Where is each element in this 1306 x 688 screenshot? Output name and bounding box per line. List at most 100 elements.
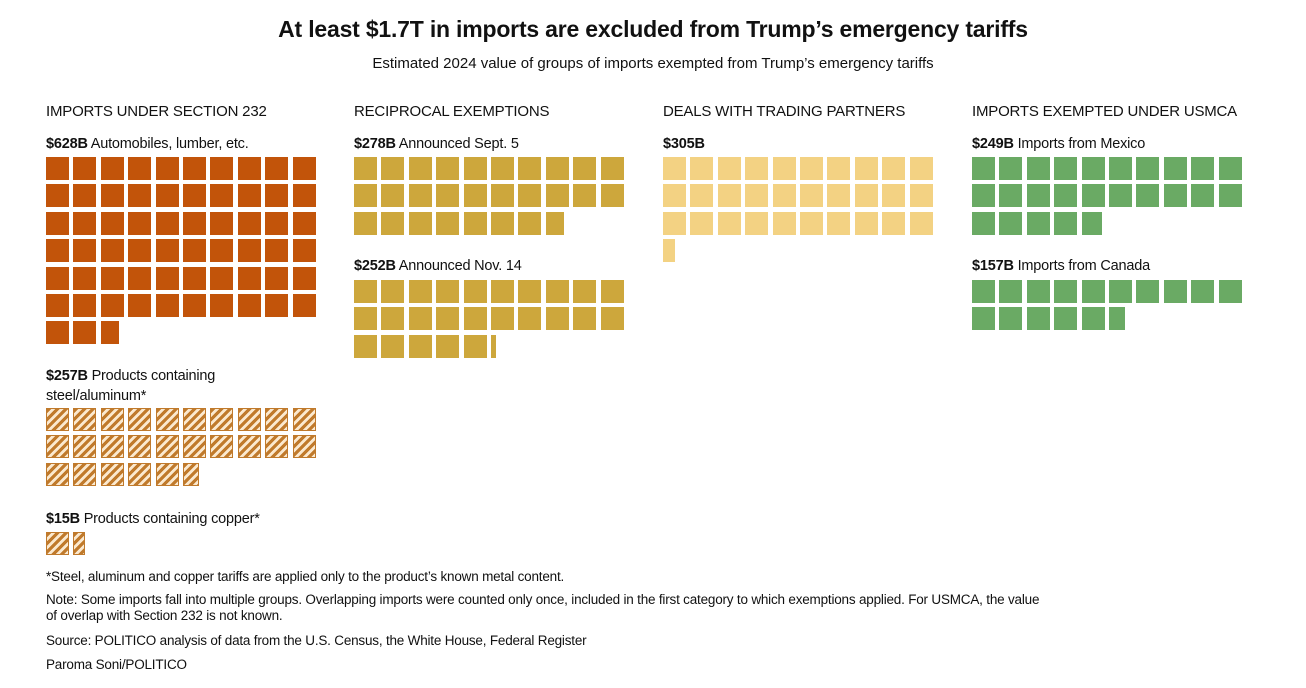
- waffle-square: [100, 211, 124, 235]
- waffle-square: [354, 211, 377, 235]
- waffle-square: [882, 211, 906, 235]
- waffle-square: [354, 157, 377, 180]
- waffle-square: [999, 307, 1023, 331]
- waffle-square: [46, 462, 69, 486]
- waffle-square: [210, 184, 234, 208]
- waffle-square: [128, 184, 152, 208]
- waffle-square: [73, 408, 97, 431]
- waffle-square: [972, 184, 995, 208]
- waffle-square: [210, 157, 234, 180]
- waffle-square: [463, 211, 487, 235]
- waffle-square: [1026, 157, 1050, 180]
- waffle-square: [354, 334, 377, 358]
- waffle-square: [663, 239, 675, 263]
- waffle-square: [73, 532, 85, 555]
- waffle-square: [73, 157, 97, 180]
- waffle-square: [518, 280, 542, 303]
- waffle-square: [381, 334, 405, 358]
- waffle-square: [237, 211, 261, 235]
- waffle-square: [100, 462, 124, 486]
- waffle-square: [573, 307, 597, 331]
- waffle-square: [1081, 184, 1105, 208]
- waffle-square: [100, 239, 124, 263]
- waffle-square: [463, 184, 487, 208]
- column-header: IMPORTS EXEMPTED UNDER USMCA: [972, 103, 1237, 120]
- waffle-square: [772, 184, 796, 208]
- waffle-square: [408, 280, 432, 303]
- waffle-square: [1163, 184, 1187, 208]
- waffle-square: [265, 184, 289, 208]
- waffle-square: [600, 157, 624, 180]
- waffle-square: [46, 157, 69, 180]
- waffle-square: [573, 184, 597, 208]
- waffle-square: [909, 184, 933, 208]
- waffle-square: [265, 435, 289, 459]
- waffle-square: [545, 211, 565, 235]
- group-description: Imports from Mexico: [1013, 136, 1146, 152]
- waffle-square: [183, 184, 206, 208]
- waffle-square: [408, 211, 432, 235]
- waffle-square: [1081, 280, 1105, 303]
- waffle-square: [690, 184, 714, 208]
- waffle-square: [1218, 280, 1242, 303]
- group-amount: $305B: [663, 136, 705, 152]
- waffle-square: [491, 184, 514, 208]
- waffle-square: [183, 294, 206, 317]
- waffle-square: [183, 157, 206, 180]
- waffle-square: [1081, 157, 1105, 180]
- group-label: $252B Announced Nov. 14: [354, 256, 634, 276]
- waffle-square: [128, 294, 152, 317]
- group-description: Automobiles, lumber, etc.: [87, 136, 249, 152]
- waffle-square: [210, 408, 234, 431]
- waffle-square: [128, 408, 152, 431]
- waffle-square: [128, 157, 152, 180]
- waffle-square: [573, 157, 597, 180]
- waffle-square: [1026, 280, 1050, 303]
- group-amount: $249B: [972, 136, 1014, 152]
- waffle-square: [1054, 280, 1078, 303]
- waffle-square: [210, 266, 234, 290]
- waffle-square: [909, 211, 933, 235]
- waffle-square: [518, 211, 542, 235]
- waffle-square: [745, 211, 769, 235]
- waffle-square: [183, 462, 200, 486]
- waffle-square: [381, 184, 405, 208]
- waffle-square: [46, 435, 69, 459]
- chart-subtitle: Estimated 2024 value of groups of import…: [372, 55, 934, 72]
- waffle-square: [155, 157, 179, 180]
- waffle-square: [155, 408, 179, 431]
- waffle-square: [1218, 157, 1242, 180]
- waffle-square: [491, 280, 514, 303]
- group-label: $257B Products containing steel/aluminum…: [46, 366, 246, 406]
- waffle-square: [436, 280, 460, 303]
- waffle-square: [882, 184, 906, 208]
- waffle-square: [1191, 184, 1215, 208]
- waffle-square: [381, 307, 405, 331]
- waffle-square: [545, 157, 569, 180]
- waffle-square: [155, 266, 179, 290]
- waffle-square: [1026, 307, 1050, 331]
- waffle-square: [354, 184, 377, 208]
- waffle-square: [210, 294, 234, 317]
- waffle-square: [46, 321, 69, 345]
- waffle-square: [600, 307, 624, 331]
- waffle-square: [265, 157, 289, 180]
- waffle-square: [1136, 280, 1160, 303]
- waffle-square: [999, 211, 1023, 235]
- waffle-square: [73, 321, 97, 345]
- waffle-square: [265, 211, 289, 235]
- waffle-square: [46, 184, 69, 208]
- waffle-square: [100, 184, 124, 208]
- waffle-square: [73, 239, 97, 263]
- waffle-square: [463, 334, 487, 358]
- group-amount: $628B: [46, 136, 88, 152]
- waffle-square: [600, 184, 624, 208]
- waffle-square: [1109, 184, 1132, 208]
- waffle-square: [408, 334, 432, 358]
- waffle-square: [1054, 211, 1078, 235]
- group-label: $305B: [663, 134, 943, 154]
- waffle-square: [1136, 157, 1160, 180]
- waffle-square: [100, 435, 124, 459]
- waffle-square: [882, 157, 906, 180]
- waffle-square: [800, 184, 823, 208]
